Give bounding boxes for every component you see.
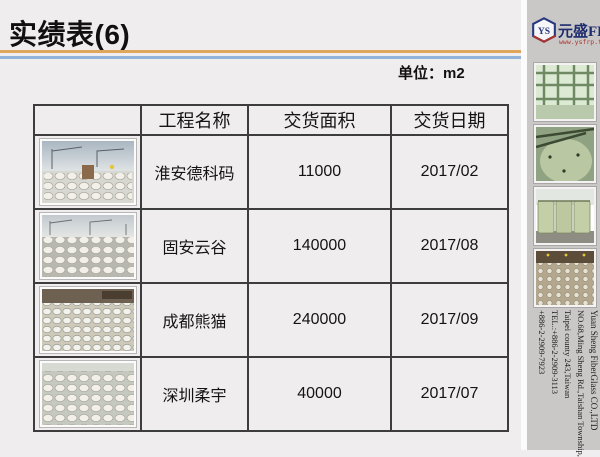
company-name: Yuan Sheng FiberGlass CO.,LTD xyxy=(589,310,599,431)
slide-main-area: 实绩表(6) 单位：m2 工程名称 交货面积 交货日期 xyxy=(0,19,521,432)
project-photo-cell xyxy=(33,208,142,284)
sidebar-photo xyxy=(534,63,596,121)
page-title: 实绩表(6) xyxy=(9,19,131,50)
header-project-name: 工程名称 xyxy=(140,104,249,136)
project-name: 淮安德科码 xyxy=(140,134,249,210)
ys-hexagon-icon: YS xyxy=(532,17,556,43)
table-row: 深圳柔宇 40000 2017/07 xyxy=(33,356,509,432)
project-photo-cell xyxy=(33,134,142,210)
company-sidebar: YS 元盛FRP www.ysfrp.tw xyxy=(521,0,600,457)
table-row: 固安云谷 140000 2017/08 xyxy=(33,208,509,284)
delivery-date: 2017/09 xyxy=(390,282,509,358)
sidebar-photo xyxy=(534,187,596,245)
sidebar-photo xyxy=(534,125,596,183)
project-photo xyxy=(39,287,136,353)
project-name: 成都熊猫 xyxy=(140,282,249,358)
unit-label: 单位：m2 xyxy=(398,65,465,82)
svg-text:YS: YS xyxy=(538,27,550,37)
header-delivery-area: 交货面积 xyxy=(247,104,392,136)
delivery-date: 2017/02 xyxy=(390,134,509,210)
project-photo xyxy=(39,213,136,279)
title-divider-blue xyxy=(0,56,521,59)
delivery-area: 140000 xyxy=(247,208,392,284)
delivery-date: 2017/08 xyxy=(390,208,509,284)
sidebar-photo-strip xyxy=(534,63,596,311)
sidebar-photo xyxy=(534,249,596,307)
project-photo xyxy=(39,139,136,205)
project-photo xyxy=(39,361,136,427)
brand-website: www.ysfrp.tw xyxy=(559,38,600,46)
header-photo xyxy=(33,104,142,136)
company-address-line2: Taipei county 243,Taiwan xyxy=(563,310,573,399)
brand-name: 元盛FRP xyxy=(558,24,600,40)
project-photo-cell xyxy=(33,282,142,358)
delivery-area: 11000 xyxy=(247,134,392,210)
delivery-area: 240000 xyxy=(247,282,392,358)
company-phone1: TEL.:+886-2-2909-3113 xyxy=(550,310,560,395)
performance-table: 工程名称 交货面积 交货日期 淮安德科码 11000 xyxy=(33,104,509,432)
title-divider-orange xyxy=(0,50,521,53)
project-name: 固安云谷 xyxy=(140,208,249,284)
company-logo: YS 元盛FRP www.ysfrp.tw xyxy=(531,14,600,52)
company-contact-block: Yuan Sheng FiberGlass CO.,LTD NO.68,Ming… xyxy=(530,310,600,457)
delivery-date: 2017/07 xyxy=(390,356,509,432)
delivery-area: 40000 xyxy=(247,356,392,432)
table-row: 成都熊猫 240000 2017/09 xyxy=(33,282,509,358)
project-name: 深圳柔宇 xyxy=(140,356,249,432)
company-address-line1: NO.68,Ming Sheng Rd.,Taishan Township, xyxy=(576,310,586,457)
table-header-row: 工程名称 交货面积 交货日期 xyxy=(33,104,509,136)
project-photo-cell xyxy=(33,356,142,432)
header-delivery-date: 交货日期 xyxy=(390,104,509,136)
table-row: 淮安德科码 11000 2017/02 xyxy=(33,134,509,210)
company-phone2: +886-2-2909-7923 xyxy=(537,310,547,375)
